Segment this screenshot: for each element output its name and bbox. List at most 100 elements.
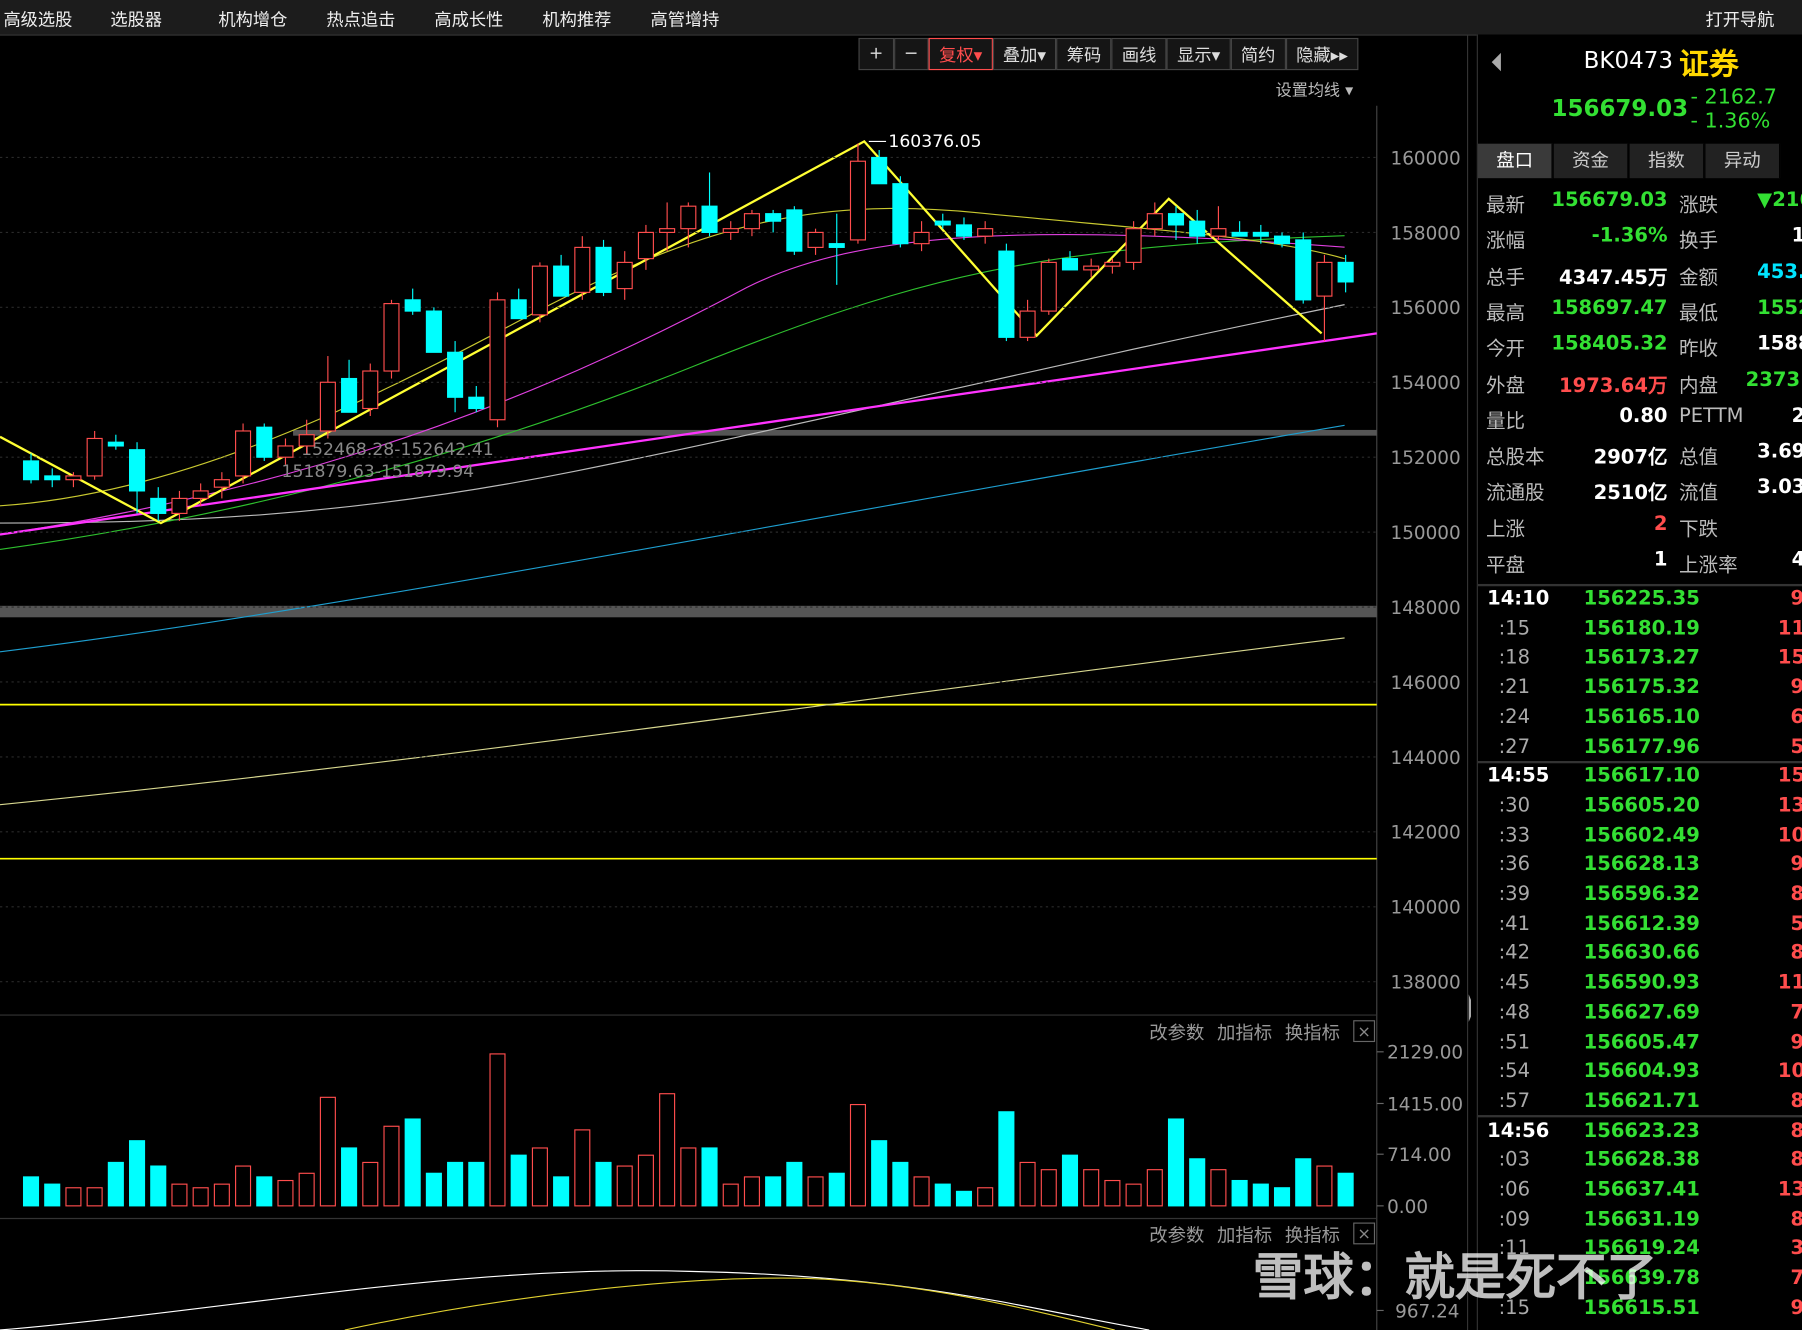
candle-body (44, 475, 61, 481)
candle-body (192, 490, 209, 499)
volume-bar (1061, 1154, 1079, 1207)
tool-button[interactable]: 复权▾ (928, 37, 993, 71)
volume-bar (86, 1187, 103, 1207)
volume-bar (1252, 1183, 1269, 1207)
candle-body (659, 228, 676, 233)
trade-time: :24 (1498, 705, 1531, 729)
volume-bar (1189, 1158, 1206, 1207)
trade-time: :11 (1498, 1237, 1531, 1261)
tool-button[interactable]: 筹码 (1056, 37, 1112, 71)
volume-bar (743, 1176, 760, 1207)
trade-time: :39 (1498, 882, 1531, 906)
quote-label: 外盘 (1485, 374, 1526, 398)
close-icon[interactable]: × (1357, 1022, 1370, 1041)
trade-price: 156165.10 (1583, 705, 1700, 729)
y-tick-label: 0.00 (1387, 1197, 1428, 1218)
close-icon[interactable]: × (1357, 1224, 1370, 1243)
volume-bar (1167, 1118, 1185, 1207)
ma-line (0, 304, 1345, 524)
ma-setting[interactable]: 设置均线 ▾ (1275, 81, 1354, 101)
menu-item[interactable]: 热点追击 (326, 9, 396, 30)
candle-body (1167, 213, 1185, 226)
volume-bar (298, 1172, 315, 1207)
tab[interactable]: 资金 (1553, 143, 1629, 179)
volume-bar (595, 1161, 612, 1207)
trade-volume: 7 (1791, 1267, 1802, 1290)
candle-body (107, 441, 124, 447)
quote-label: 涨跌 (1679, 194, 1719, 218)
volume-bar (1104, 1179, 1121, 1207)
band-label: 151879.63-151879.94 (282, 462, 475, 482)
menu-item[interactable]: 选股器 (110, 9, 163, 30)
name: 证券 (1679, 48, 1739, 83)
quote-label: 下跌 (1679, 518, 1719, 542)
trade-time: :15 (1498, 1296, 1531, 1320)
menu-item[interactable]: 机构增仓 (218, 9, 288, 30)
trade-volume: 6 (1791, 706, 1802, 729)
volume-bar (892, 1161, 909, 1207)
tool-button[interactable]: − (893, 37, 929, 71)
trade-price: 156628.38 (1583, 1148, 1700, 1172)
menu-item[interactable]: 高管增持 (650, 9, 720, 30)
volume-bar (765, 1176, 782, 1207)
trade-time: :03 (1498, 1148, 1531, 1172)
volume-bar (319, 1096, 336, 1207)
quote-value: 1 (1792, 224, 1802, 247)
panel-button[interactable]: 改参数 (1149, 1023, 1204, 1044)
tool-button[interactable]: 画线 (1111, 37, 1167, 71)
tool-button[interactable]: + (858, 37, 894, 71)
tool-button[interactable]: 简约 (1230, 37, 1286, 71)
panel-button[interactable]: 改参数 (1149, 1225, 1204, 1246)
volume-bar (171, 1183, 188, 1207)
quote-row: 最新 156679.03 涨跌 ▼216 (1478, 189, 1802, 221)
trade-price: 156621.71 (1583, 1089, 1700, 1113)
quote-value: 1 (1653, 548, 1668, 572)
panel-button[interactable]: 加指标 (1217, 1023, 1272, 1044)
candle-body (256, 426, 273, 458)
trade-volume: 5 (1791, 912, 1802, 935)
trade-price: 156619.24 (1583, 1237, 1700, 1261)
trade-volume: 3 (1791, 1237, 1802, 1260)
tab[interactable]: 异动 (1705, 143, 1781, 179)
volume-bar (1019, 1161, 1036, 1207)
menu-item[interactable]: 高级选股 (3, 9, 73, 30)
volume-bar (659, 1093, 676, 1207)
candle-body (722, 228, 739, 233)
nav-link[interactable]: 打开导航 (1705, 9, 1775, 30)
menu-item[interactable]: 高成长性 (434, 9, 504, 30)
trade-price: 156225.35 (1583, 587, 1700, 611)
price: 156679.03 (1551, 94, 1689, 122)
quote-value: 156679.03 (1551, 188, 1668, 212)
trade-price: 156596.32 (1583, 882, 1700, 906)
quote-value: 4 (1792, 548, 1802, 571)
tab[interactable]: 指数 (1629, 143, 1705, 179)
candle-body (934, 220, 951, 226)
collapse-arrow[interactable] (1468, 994, 1472, 1022)
quote-row: 今开 158405.32 昨收 1588 (1478, 332, 1802, 364)
volume-bar (1337, 1172, 1354, 1207)
candle-body (977, 228, 994, 237)
separator (1477, 760, 1802, 764)
back-arrow[interactable] (1487, 48, 1510, 82)
band-label: 152468.28-152642.41 (301, 440, 494, 460)
tool-button[interactable]: 隐藏▸▸ (1285, 37, 1359, 71)
trade-time: :18 (1498, 646, 1531, 670)
close-button[interactable] (1353, 1020, 1376, 1043)
panel-button[interactable]: 加指标 (1217, 1225, 1272, 1246)
volume-bar (256, 1176, 273, 1207)
candle-body (489, 299, 506, 421)
candle-body (1295, 239, 1312, 301)
volume-bar (1040, 1169, 1057, 1207)
tab[interactable]: 盘口 (1477, 143, 1553, 179)
menu-item[interactable]: 机构推荐 (542, 9, 612, 30)
close-button[interactable] (1353, 1222, 1376, 1245)
y-tick-label: 148000 (1391, 598, 1461, 619)
candle-body (1083, 265, 1100, 271)
tool-button[interactable]: 叠加▾ (992, 37, 1057, 71)
panel-button[interactable]: 换指标 (1285, 1023, 1340, 1044)
candle-body (871, 156, 888, 185)
candle-body (574, 246, 591, 293)
tool-button[interactable]: 显示▾ (1166, 37, 1231, 71)
panel-button[interactable]: 换指标 (1285, 1225, 1340, 1246)
volume-bar (235, 1165, 252, 1207)
